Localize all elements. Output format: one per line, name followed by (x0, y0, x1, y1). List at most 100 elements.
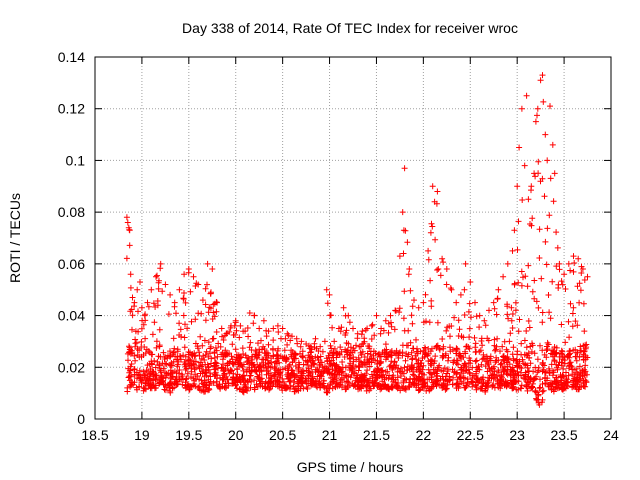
data-point (480, 380, 487, 386)
data-point (365, 379, 372, 386)
data-point (174, 361, 181, 368)
data-point (400, 378, 407, 384)
data-point (551, 358, 558, 365)
data-point (302, 357, 309, 364)
data-point (514, 246, 521, 253)
data-point (576, 299, 583, 306)
data-point (298, 370, 305, 377)
data-point (390, 364, 397, 371)
data-point (430, 383, 436, 390)
data-point (304, 385, 311, 392)
data-point (213, 329, 220, 335)
data-point (554, 244, 561, 251)
data-point (534, 396, 541, 403)
data-point (263, 333, 270, 340)
data-point (132, 357, 139, 364)
data-point (184, 381, 191, 388)
data-point (355, 386, 362, 393)
data-point (209, 266, 216, 272)
data-point (407, 375, 414, 382)
data-point (547, 175, 554, 182)
data-point (247, 372, 253, 379)
data-point (156, 326, 163, 333)
data-point (328, 312, 334, 319)
data-point (207, 370, 214, 377)
data-point (292, 351, 299, 358)
data-point (346, 356, 353, 362)
data-point (523, 344, 530, 351)
data-point (196, 352, 203, 359)
data-point (401, 165, 408, 172)
data-point (192, 376, 199, 383)
data-point (234, 366, 241, 373)
data-point (220, 353, 227, 360)
data-point (127, 284, 134, 291)
data-point (185, 266, 192, 272)
data-point (546, 381, 553, 388)
data-point (251, 312, 258, 319)
data-point (428, 374, 435, 381)
data-point (493, 311, 500, 318)
data-point (427, 229, 434, 236)
data-point (219, 356, 226, 363)
data-point (356, 343, 363, 350)
data-point (348, 371, 355, 378)
data-point (578, 270, 585, 276)
data-point (539, 388, 546, 395)
data-point (409, 362, 416, 369)
data-point (190, 273, 197, 280)
data-point (582, 362, 589, 369)
data-point (406, 266, 413, 272)
data-point (207, 345, 214, 352)
data-point (331, 338, 338, 345)
data-point (233, 354, 240, 361)
data-point (580, 300, 587, 307)
data-point (202, 366, 209, 373)
data-point (354, 330, 361, 337)
plot-frame (94, 56, 612, 420)
data-point (410, 380, 417, 387)
data-point (192, 371, 199, 378)
data-point (526, 324, 533, 331)
data-point (176, 353, 183, 360)
data-point (534, 105, 541, 112)
data-point (378, 325, 385, 332)
data-point (432, 378, 439, 385)
data-point (405, 342, 412, 349)
data-point (454, 369, 461, 376)
data-point (464, 379, 471, 386)
data-point (539, 381, 546, 387)
data-point (152, 364, 159, 371)
data-point (335, 325, 342, 332)
data-point (148, 286, 155, 293)
data-point (376, 360, 383, 367)
data-point (149, 368, 156, 375)
data-point (129, 312, 136, 319)
data-point (456, 352, 463, 359)
data-point (478, 361, 485, 368)
data-point (425, 247, 432, 254)
data-point (228, 353, 235, 360)
data-point (409, 355, 416, 362)
data-point (548, 385, 555, 392)
data-point (205, 339, 212, 346)
data-point (530, 377, 537, 384)
data-point (211, 313, 218, 320)
data-point (355, 367, 362, 374)
data-point (549, 380, 556, 387)
data-point (462, 260, 469, 267)
data-point (495, 286, 502, 293)
data-point (210, 309, 217, 316)
data-point (567, 359, 574, 366)
data-point (138, 304, 145, 311)
data-point (188, 383, 195, 390)
data-point (413, 336, 419, 343)
data-point (274, 322, 281, 329)
data-point (299, 375, 306, 382)
data-point (318, 373, 325, 380)
data-point (500, 353, 507, 359)
data-point (385, 386, 392, 392)
data-point (219, 349, 226, 356)
data-point (569, 310, 576, 317)
